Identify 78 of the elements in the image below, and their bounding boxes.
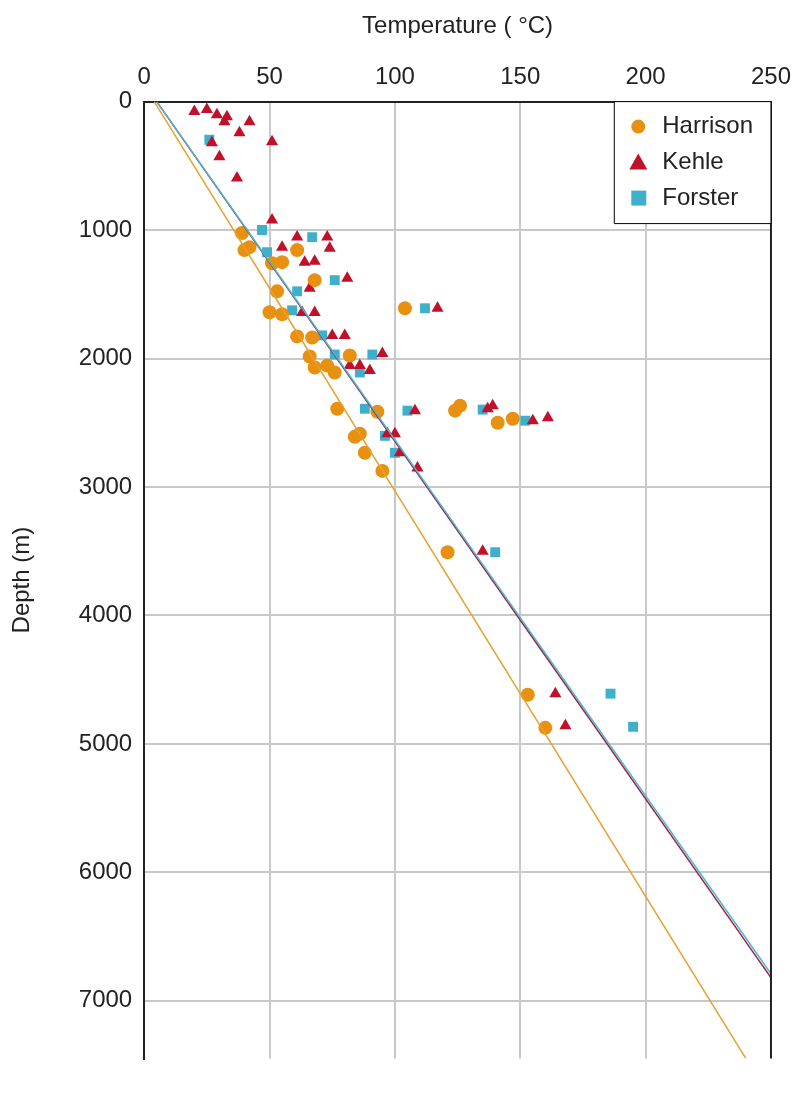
x-tick-label: 50 (256, 61, 283, 89)
point (307, 232, 318, 243)
point (188, 104, 201, 116)
point (541, 410, 554, 422)
point (476, 544, 489, 555)
y-tick-label: 0 (118, 86, 133, 114)
point (233, 125, 246, 137)
y-tick-label: 3000 (78, 471, 133, 499)
point (307, 273, 322, 288)
point (327, 365, 342, 380)
y-tick-label: 4000 (78, 600, 133, 628)
point (213, 149, 226, 161)
point (290, 243, 305, 258)
point (490, 415, 505, 430)
point (341, 271, 354, 282)
point (481, 401, 494, 413)
point (402, 405, 413, 416)
point (291, 230, 304, 241)
point (230, 170, 244, 182)
point (490, 547, 501, 558)
y-tick-label: 1000 (78, 214, 133, 242)
point (367, 349, 378, 360)
point (397, 301, 412, 316)
y-axis-title: Depth (m) (7, 526, 35, 634)
point (275, 255, 290, 270)
point (520, 415, 531, 426)
point (305, 330, 320, 345)
x-tick-label: 250 (750, 61, 791, 89)
point (218, 114, 231, 126)
point (628, 721, 639, 732)
legend-label: Kehle (662, 147, 724, 175)
point (257, 225, 267, 236)
point (308, 254, 321, 265)
y-tick-label: 5000 (78, 728, 133, 756)
point (265, 134, 279, 146)
point (298, 255, 311, 266)
point (342, 348, 357, 363)
point (520, 687, 535, 702)
point (431, 301, 444, 312)
point (326, 328, 339, 339)
point (200, 102, 213, 114)
point (323, 241, 336, 252)
point (440, 545, 455, 560)
x-tick-label: 200 (625, 61, 666, 89)
legend-label: Forster (662, 183, 739, 211)
point (357, 445, 372, 460)
x-tick-label: 100 (374, 61, 415, 89)
point (408, 403, 422, 415)
point (321, 230, 334, 241)
point (359, 403, 370, 414)
point (376, 346, 389, 357)
point (420, 303, 430, 314)
point (526, 413, 539, 425)
point (243, 114, 256, 126)
point (329, 275, 340, 286)
point (453, 398, 468, 413)
point (276, 240, 289, 251)
x-axis-title: Temperature ( °C) (362, 11, 554, 39)
x-tick-label: 0 (137, 61, 151, 89)
point (330, 401, 345, 416)
point (505, 411, 520, 426)
point (338, 328, 351, 339)
point (308, 305, 321, 316)
x-tick-label: 150 (500, 61, 541, 89)
point (265, 213, 279, 224)
y-tick-label: 2000 (78, 343, 133, 371)
point (287, 305, 298, 316)
legend-label: Harrison (662, 111, 753, 139)
point (605, 688, 616, 699)
point (549, 686, 562, 698)
point (262, 305, 277, 320)
point (559, 718, 572, 730)
point (210, 107, 223, 119)
y-tick-label: 7000 (78, 985, 133, 1013)
point (363, 363, 376, 375)
point (353, 358, 366, 370)
y-tick-label: 6000 (78, 856, 133, 884)
point (292, 286, 303, 297)
